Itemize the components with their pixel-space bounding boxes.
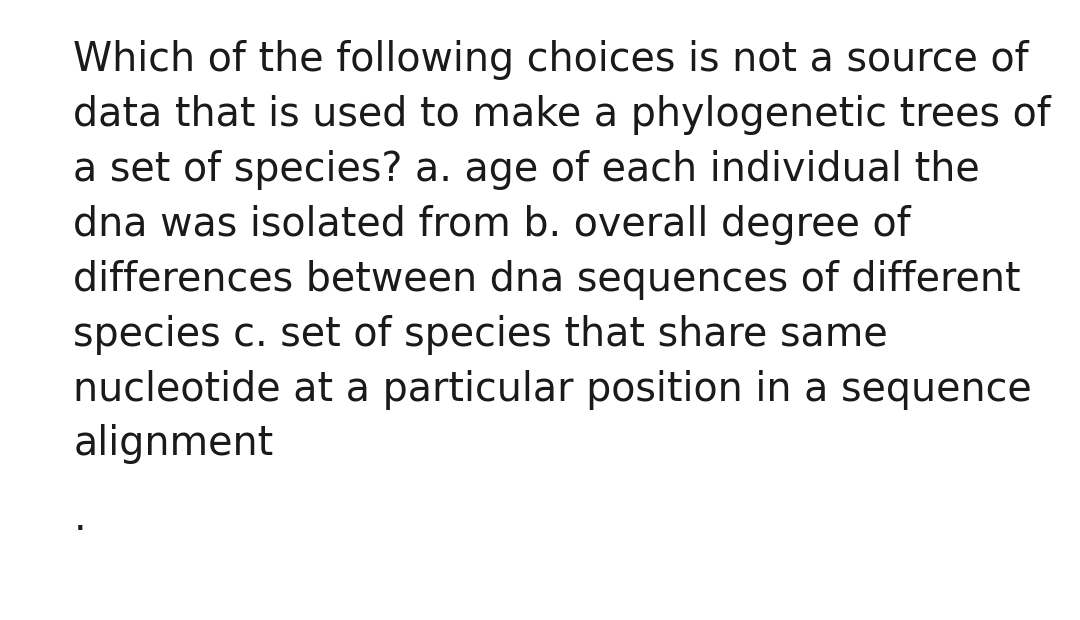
Text: Which of the following choices is not a source of
data that is used to make a ph: Which of the following choices is not a … <box>73 40 1051 464</box>
Text: .: . <box>73 499 86 539</box>
